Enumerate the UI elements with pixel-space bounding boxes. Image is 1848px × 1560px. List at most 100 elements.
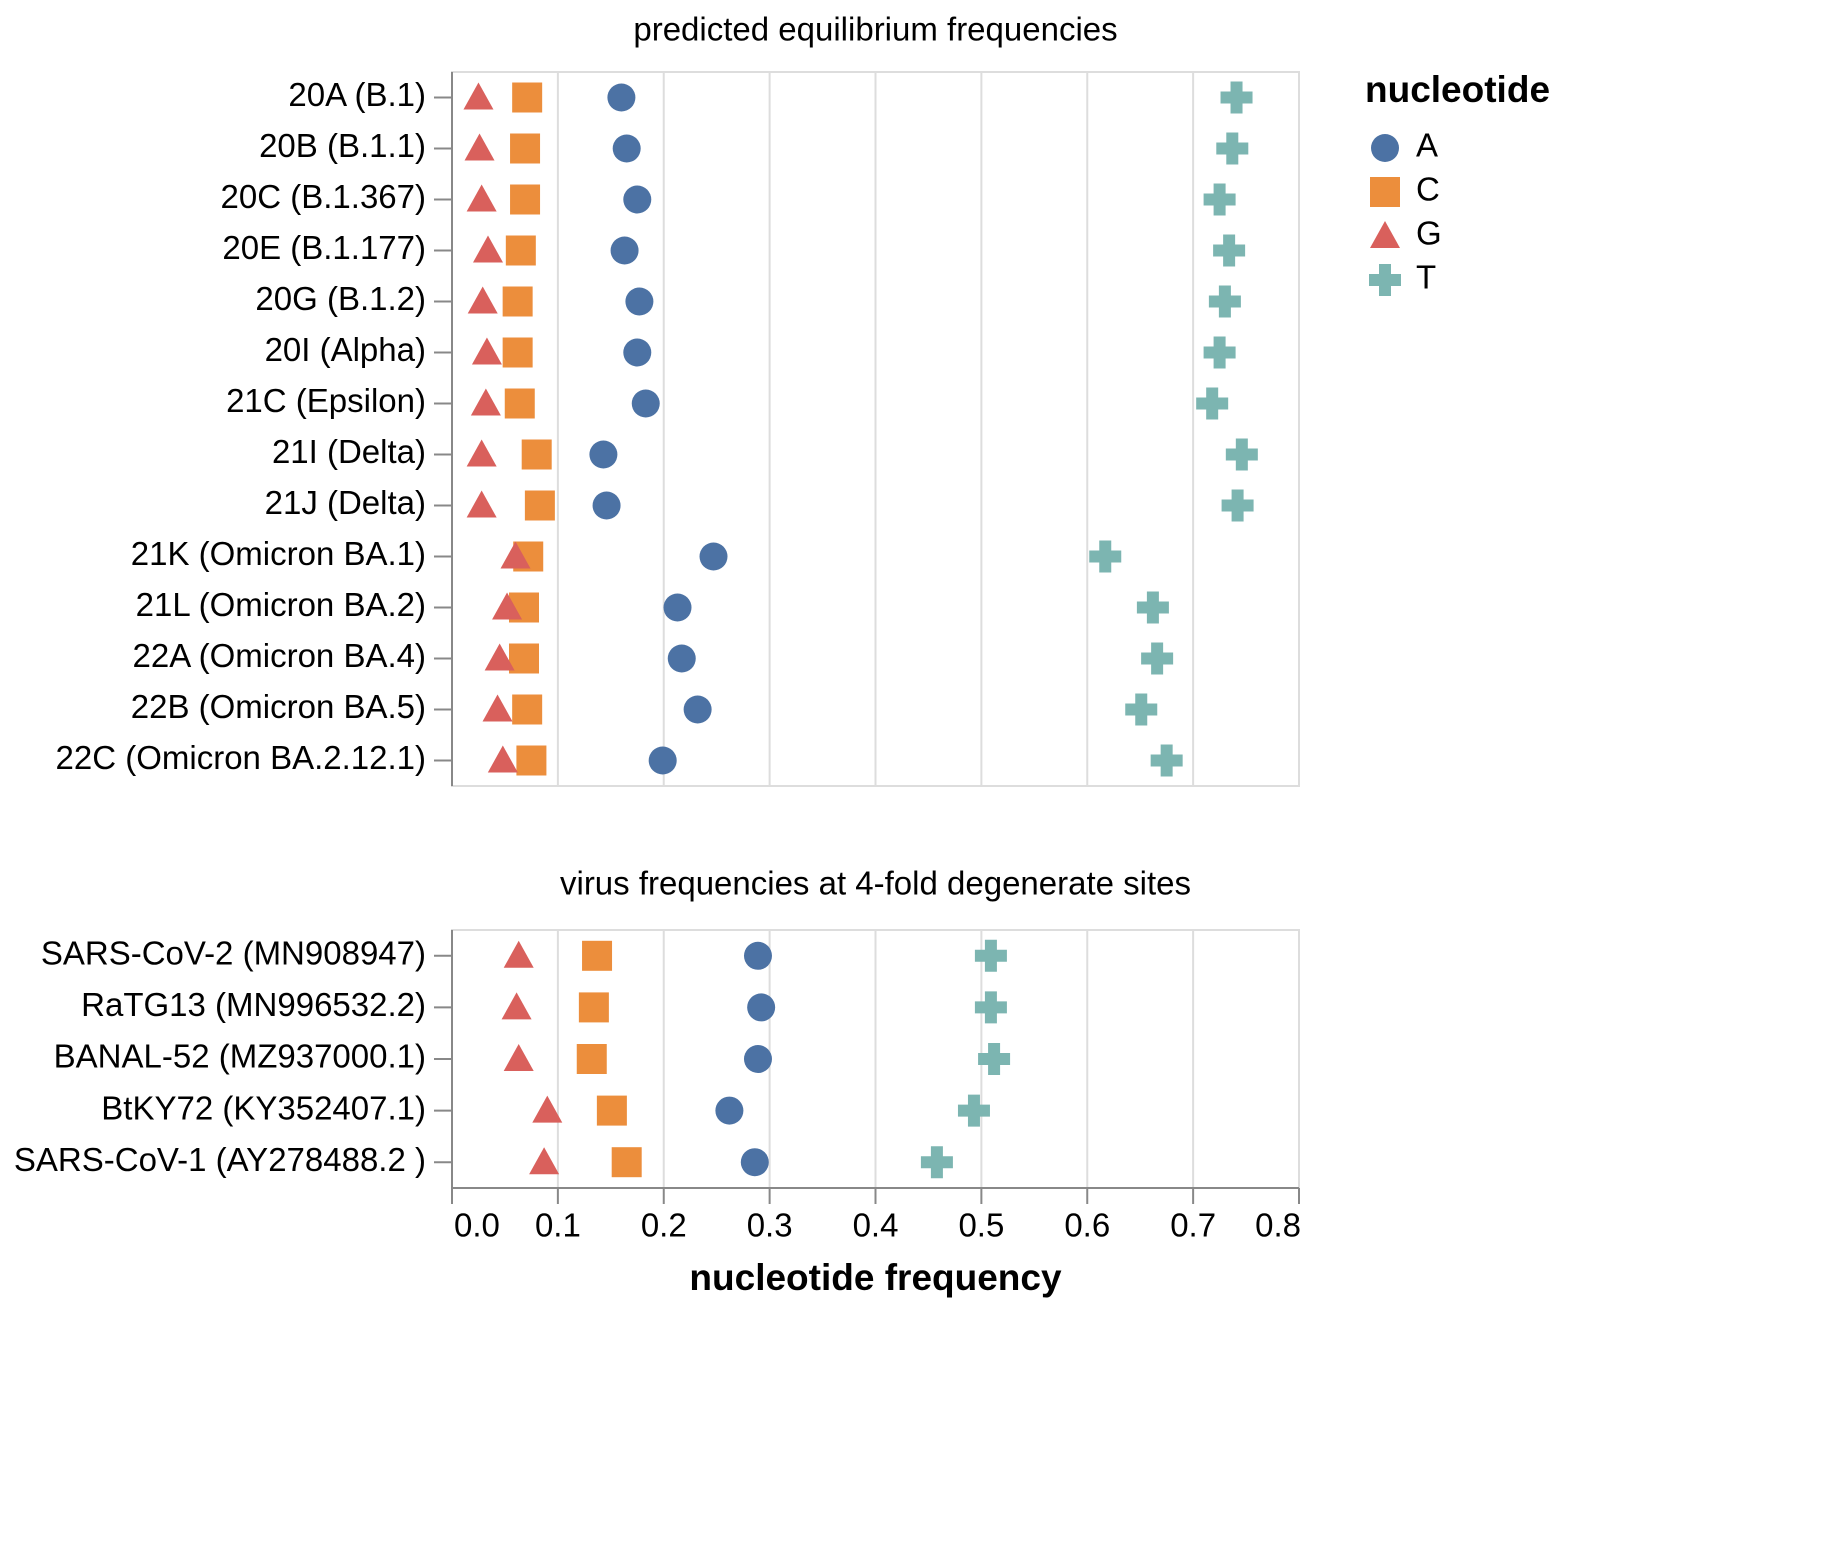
point-a-sars-cov-2-mn908947 — [743, 941, 772, 970]
point-g-20c-b-1-367 — [466, 184, 497, 212]
x-tick-label: 0.2 — [641, 1207, 687, 1244]
x-axis: 0.0 0.1 0.2 0.3 0.4 0.5 0.6 0.7 0.8 nucleotide fr… — [451, 1187, 1301, 1298]
point-c-21c-epsilon — [504, 388, 535, 419]
point-t-21c-epsilon — [1196, 387, 1229, 420]
x-tick-label: 0.6 — [1064, 1207, 1110, 1244]
point-c-20a-b-1 — [512, 82, 543, 113]
y-tick-label: 21J (Delta) — [265, 484, 426, 521]
point-t-sars-cov-2-mn908947 — [974, 939, 1007, 972]
point-t-22b-omicron-ba-5 — [1125, 693, 1158, 726]
y-tick-label: 21L (Omicron BA.2) — [136, 586, 426, 623]
point-g-20b-b-1-1 — [464, 133, 495, 161]
x-tick-label: 0.7 — [1170, 1207, 1216, 1244]
point-c-22c-omicron-ba-2-12-1 — [516, 745, 547, 776]
point-t-21i-delta — [1225, 438, 1258, 471]
point-a-21j-delta — [592, 491, 621, 520]
point-c-sars-cov-2-mn908947 — [582, 940, 613, 971]
y-tick-label: 20G (B.1.2) — [255, 280, 426, 317]
point-t-21k-omicron-ba-1 — [1089, 540, 1122, 573]
legend-label-a: A — [1416, 127, 1438, 164]
legend-marker-c — [1370, 177, 1400, 207]
point-g-21k-omicron-ba-1 — [500, 541, 531, 569]
point-a-21i-delta — [589, 440, 618, 469]
y-tick-label: 21I (Delta) — [272, 433, 426, 470]
point-c-20b-b-1-1 — [510, 133, 541, 164]
point-g-sars-cov-2-mn908947 — [503, 940, 534, 968]
point-g-btky72-ky352407-1 — [532, 1095, 563, 1123]
legend-title: nucleotide — [1365, 69, 1550, 110]
legend-label-t: T — [1416, 259, 1436, 296]
point-g-banal-52-mz937000-1 — [503, 1044, 534, 1071]
point-c-sars-cov-1-ay278488-2 — [611, 1147, 642, 1178]
panel-title: virus frequencies at 4-fold degenerate s… — [560, 865, 1191, 902]
point-t-21l-omicron-ba-2 — [1136, 591, 1169, 624]
legend-marker-t — [1369, 264, 1401, 296]
point-a-21l-omicron-ba-2 — [663, 593, 692, 622]
x-axis-title: nucleotide frequency — [689, 1257, 1062, 1298]
point-a-22a-omicron-ba-4 — [667, 644, 696, 673]
y-tick-label: 20B (B.1.1) — [259, 127, 426, 164]
point-g-21l-omicron-ba-2 — [492, 592, 523, 620]
point-a-ratg13-mn996532-2 — [747, 993, 776, 1022]
point-c-20c-b-1-367 — [510, 184, 541, 215]
y-tick-label: 22C (Omicron BA.2.12.1) — [56, 739, 426, 776]
point-a-20b-b-1-1 — [612, 134, 641, 163]
legend-label-g: G — [1416, 215, 1442, 252]
point-a-banal-52-mz937000-1 — [743, 1045, 772, 1073]
y-tick-label: 21C (Epsilon) — [226, 382, 426, 419]
point-g-20g-b-1-2 — [467, 286, 498, 314]
point-c-21j-delta — [524, 490, 555, 521]
y-tick-label: 20C (B.1.367) — [221, 178, 426, 215]
point-c-btky72-ky352407-1 — [596, 1095, 627, 1126]
point-g-20a-b-1 — [463, 82, 494, 110]
point-t-ratg13-mn996532-2 — [974, 991, 1007, 1024]
y-tick-label: SARS-CoV-1 (AY278488.2 ) — [14, 1141, 426, 1178]
y-tick-label: 20I (Alpha) — [265, 331, 426, 368]
point-c-20g-b-1-2 — [502, 286, 533, 317]
point-t-20b-b-1-1 — [1216, 132, 1249, 165]
point-g-21j-delta — [466, 490, 497, 518]
point-a-22b-omicron-ba-5 — [683, 695, 712, 724]
point-a-20g-b-1-2 — [625, 287, 654, 316]
panel-title: predicted equilibrium frequencies — [633, 11, 1117, 48]
legend-marker-g — [1370, 221, 1400, 248]
point-t-22a-omicron-ba-4 — [1141, 642, 1174, 675]
x-tick-label: 0.5 — [958, 1207, 1004, 1244]
point-g-22b-omicron-ba-5 — [482, 694, 513, 722]
y-tick-label: 20A (B.1) — [288, 76, 426, 113]
point-c-banal-52-mz937000-1 — [576, 1044, 607, 1074]
x-tick-label: 0.0 — [454, 1207, 500, 1244]
point-g-ratg13-mn996532-2 — [501, 992, 532, 1020]
point-t-20e-b-1-177 — [1213, 234, 1246, 267]
point-a-22c-omicron-ba-2-12-1 — [648, 746, 677, 775]
point-t-20i-alpha — [1203, 336, 1236, 369]
point-t-banal-52-mz937000-1 — [978, 1043, 1011, 1075]
point-a-20a-b-1 — [607, 83, 636, 112]
point-g-sars-cov-1-ay278488-2 — [529, 1147, 560, 1175]
y-tick-label: BANAL-52 (MZ937000.1) — [54, 1038, 426, 1075]
point-t-20a-b-1 — [1220, 81, 1253, 114]
point-c-22a-omicron-ba-4 — [508, 643, 539, 674]
y-tick-label: 20E (B.1.177) — [222, 229, 426, 266]
point-c-ratg13-mn996532-2 — [578, 992, 609, 1023]
point-a-btky72-ky352407-1 — [715, 1096, 744, 1125]
point-t-22c-omicron-ba-2-12-1 — [1150, 744, 1183, 777]
y-tick-label: BtKY72 (KY352407.1) — [101, 1089, 426, 1126]
point-t-20g-b-1-2 — [1208, 285, 1241, 318]
x-tick-label: 0.4 — [853, 1207, 899, 1244]
legend-marker-a — [1371, 134, 1399, 162]
point-c-21i-delta — [521, 439, 552, 470]
point-g-20i-alpha — [471, 337, 502, 365]
y-tick-label: 22B (Omicron BA.5) — [131, 688, 426, 725]
point-t-21j-delta — [1221, 489, 1254, 522]
point-c-22b-omicron-ba-5 — [512, 694, 543, 725]
point-g-22c-omicron-ba-2-12-1 — [487, 745, 518, 773]
point-a-21k-omicron-ba-1 — [699, 542, 728, 571]
point-a-21c-epsilon — [631, 389, 660, 418]
point-t-sars-cov-1-ay278488-2 — [920, 1146, 953, 1179]
x-tick-label: 0.3 — [747, 1207, 793, 1244]
point-t-btky72-ky352407-1 — [957, 1094, 990, 1127]
virus-panel: virus frequencies at 4-fold degenerate s… — [14, 865, 1300, 1189]
